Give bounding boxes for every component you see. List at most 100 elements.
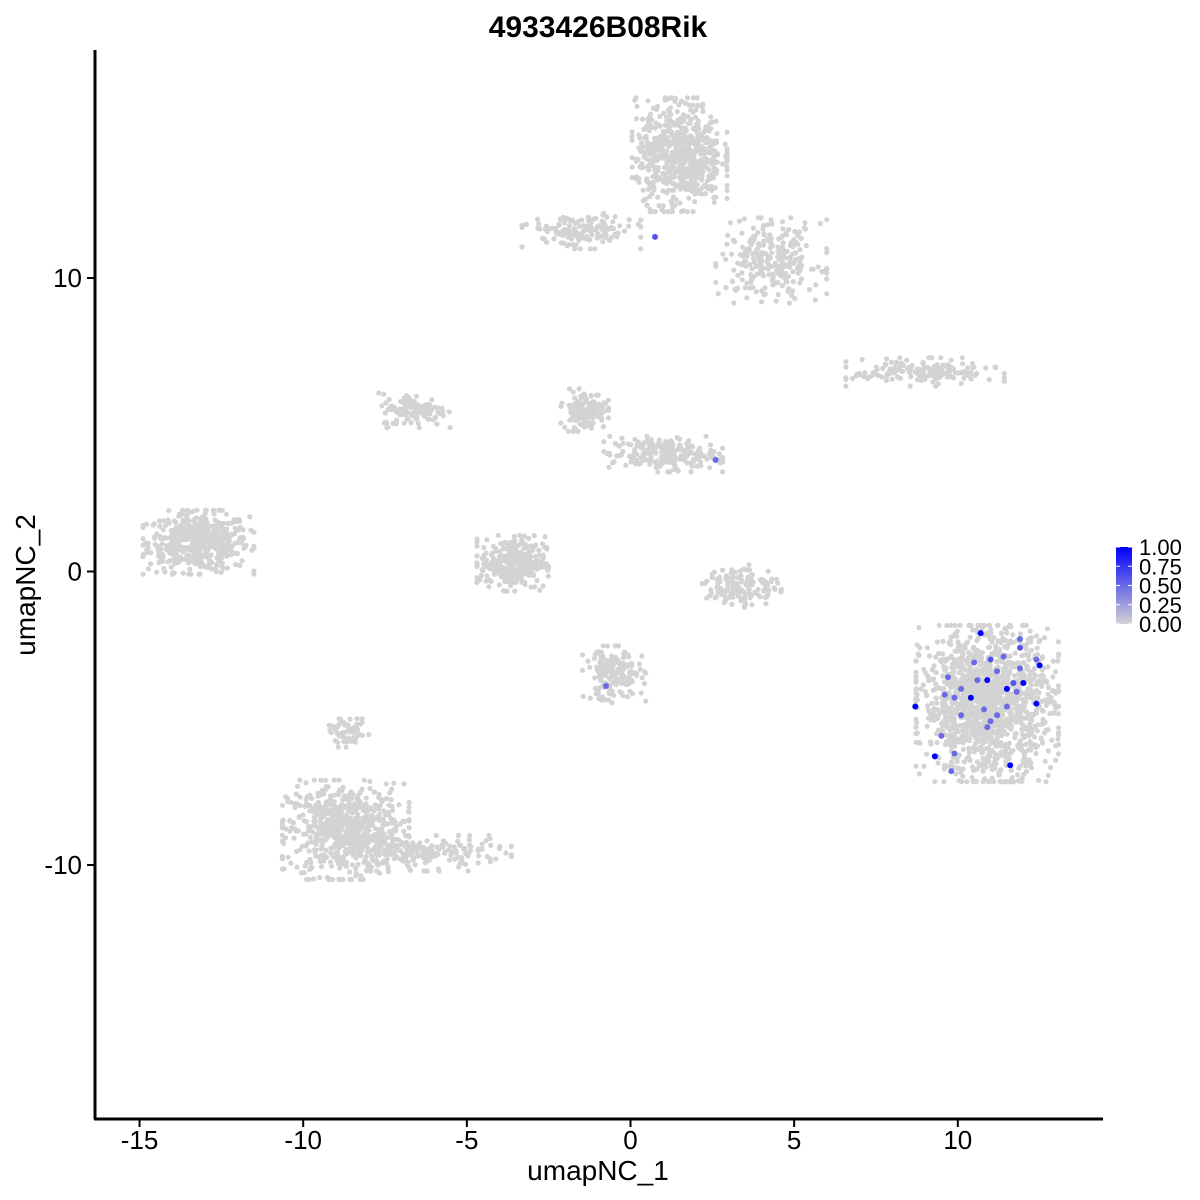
- cell-point: [962, 645, 968, 651]
- cell-point: [636, 179, 642, 185]
- cell-point: [686, 184, 692, 190]
- cell-point: [724, 156, 730, 163]
- cell-point: [503, 850, 509, 856]
- cell-point: [672, 202, 678, 208]
- cell-point: [456, 864, 462, 870]
- cell-point: [913, 673, 919, 679]
- cell-point: [724, 146, 730, 152]
- cell-point: [513, 548, 520, 555]
- cell-point: [651, 187, 657, 193]
- cell-point: [704, 135, 710, 141]
- cell-point: [681, 149, 688, 155]
- cell-point: [900, 362, 907, 368]
- cell-point: [1055, 703, 1062, 709]
- cell-point: [1023, 768, 1029, 775]
- cell-point: [998, 743, 1004, 749]
- cell-point: [695, 120, 701, 126]
- cell-point: [383, 860, 389, 866]
- cell-point: [1050, 674, 1056, 680]
- cell-point: [614, 453, 620, 459]
- cell-point: [388, 797, 394, 803]
- cell-point: [373, 837, 379, 843]
- cell-point: [658, 136, 664, 142]
- cell-point: [708, 187, 715, 194]
- cell-point: [779, 219, 786, 225]
- cell-point: [586, 218, 592, 224]
- cell-point: [665, 187, 672, 193]
- cell-point: [140, 536, 146, 542]
- cell-point: [540, 583, 546, 589]
- cell-point: [194, 507, 200, 513]
- cell-point: [700, 169, 706, 175]
- cell-point: [643, 450, 649, 457]
- cell-point: [967, 622, 973, 629]
- cell-point: [967, 634, 973, 640]
- cell-point: [1048, 695, 1054, 701]
- cell-point: [294, 864, 300, 870]
- cell-point: [538, 558, 544, 565]
- cell-point: [171, 570, 177, 576]
- cell-point: [323, 847, 329, 854]
- cell-point: [761, 231, 767, 237]
- cell-point: [998, 767, 1004, 773]
- cell-point: [711, 160, 717, 166]
- cell-point: [446, 857, 453, 863]
- cell-point: [215, 519, 221, 525]
- cell-point: [317, 875, 323, 881]
- cell-point: [1019, 653, 1025, 659]
- cell-point: [1015, 681, 1021, 688]
- cell-point: [920, 359, 926, 365]
- cell-point: [662, 177, 669, 184]
- cell-point: [379, 403, 385, 409]
- cell-point: [184, 508, 190, 514]
- cell-point: [735, 285, 741, 291]
- cell-point: [656, 122, 662, 128]
- cell-point: [773, 298, 779, 304]
- cell-point: [670, 194, 677, 200]
- cell-point: [1038, 721, 1044, 727]
- cell-point: [720, 251, 726, 257]
- cell-point: [558, 232, 564, 238]
- cell-point: [191, 539, 197, 545]
- cell-point: [1044, 626, 1050, 632]
- cell-point: [430, 417, 436, 423]
- cell-point: [145, 566, 151, 572]
- cell-point: [966, 745, 972, 752]
- cell-point: [403, 396, 409, 402]
- cell-point: [660, 188, 666, 194]
- cell-point: [412, 862, 418, 868]
- cell-point: [958, 662, 964, 669]
- cell-point: [773, 280, 779, 286]
- cell-point: [754, 271, 761, 277]
- cell-point: [613, 682, 619, 688]
- cell-point: [692, 165, 698, 172]
- cell-point: [383, 400, 389, 406]
- cell-point: [324, 821, 330, 828]
- cell-point: [424, 838, 430, 844]
- cell-point: [606, 226, 612, 232]
- cell-point: [1039, 698, 1045, 705]
- cell-point: [674, 434, 680, 441]
- cell-point: [1034, 680, 1040, 686]
- cell-point: [401, 781, 407, 787]
- cell-point: [789, 293, 795, 299]
- cell-point: [590, 399, 596, 405]
- cell-point: [1008, 660, 1015, 666]
- cell-point: [212, 544, 218, 550]
- cell-point: [788, 240, 794, 246]
- cell-point: [403, 854, 409, 860]
- cell-point: [960, 727, 966, 733]
- cell-point: [688, 116, 694, 122]
- cell-point: [941, 779, 947, 785]
- cell-point: [964, 779, 970, 785]
- cell-point: [1039, 683, 1045, 689]
- cell-point: [326, 826, 332, 832]
- cell-point: [611, 459, 617, 465]
- cell-point: [645, 143, 651, 149]
- cell-point: [629, 155, 635, 161]
- cell-point: [562, 424, 568, 430]
- cell-point: [372, 825, 378, 832]
- cell-point: [678, 98, 685, 104]
- cell-point: [688, 165, 694, 171]
- cell-point: [1021, 750, 1027, 756]
